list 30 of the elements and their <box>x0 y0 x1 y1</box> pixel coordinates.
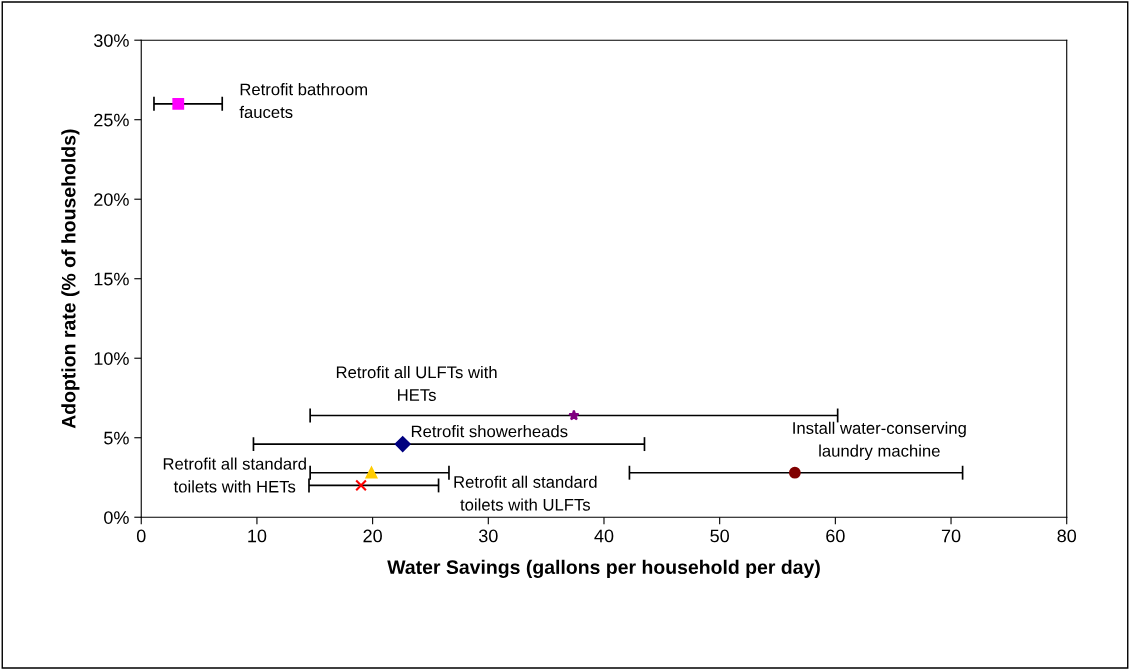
x-tick-label: 80 <box>1057 529 1077 543</box>
annotation: Retrofit all ULFTs with HETs <box>336 365 497 401</box>
point <box>568 409 580 421</box>
x-tick-label: 10 <box>248 529 267 543</box>
annotation: Install water-conserving laundry machine <box>793 421 966 461</box>
annotation: Retrofit showerheads <box>411 425 568 438</box>
x-tick-label: 20 <box>363 529 382 543</box>
point <box>172 97 185 110</box>
y-tick-label: 5% <box>104 431 129 445</box>
annotation: Retrofit all standard toilets with ULFTs <box>454 475 597 511</box>
point <box>394 436 411 453</box>
x-tick-label: 30 <box>478 529 498 543</box>
y-tick-label: 10% <box>94 352 129 365</box>
y-tick-label: 15% <box>94 272 129 286</box>
x-tick-label: 40 <box>594 529 614 543</box>
y-axis-title: Adoption rate (% of households) <box>61 129 80 429</box>
x-tick-label: 70 <box>941 529 961 543</box>
y-tick-label: 0% <box>104 511 129 524</box>
annotation: Retrofit all standard toilets with HETs <box>163 457 306 493</box>
point <box>788 466 801 479</box>
x-tick-label: 50 <box>710 529 730 543</box>
x-axis-title: Water Savings (gallons per household per day) <box>387 559 820 578</box>
x-tick-label: 60 <box>826 529 845 543</box>
point <box>355 479 367 492</box>
annotation: Retrofit bathroom faucets <box>239 83 368 119</box>
point <box>365 466 378 479</box>
y-tick-label: 20% <box>94 193 129 206</box>
y-tick-label: 25% <box>94 113 129 127</box>
y-tick-label: 30% <box>94 34 129 47</box>
x-tick-label: 0 <box>136 529 146 543</box>
